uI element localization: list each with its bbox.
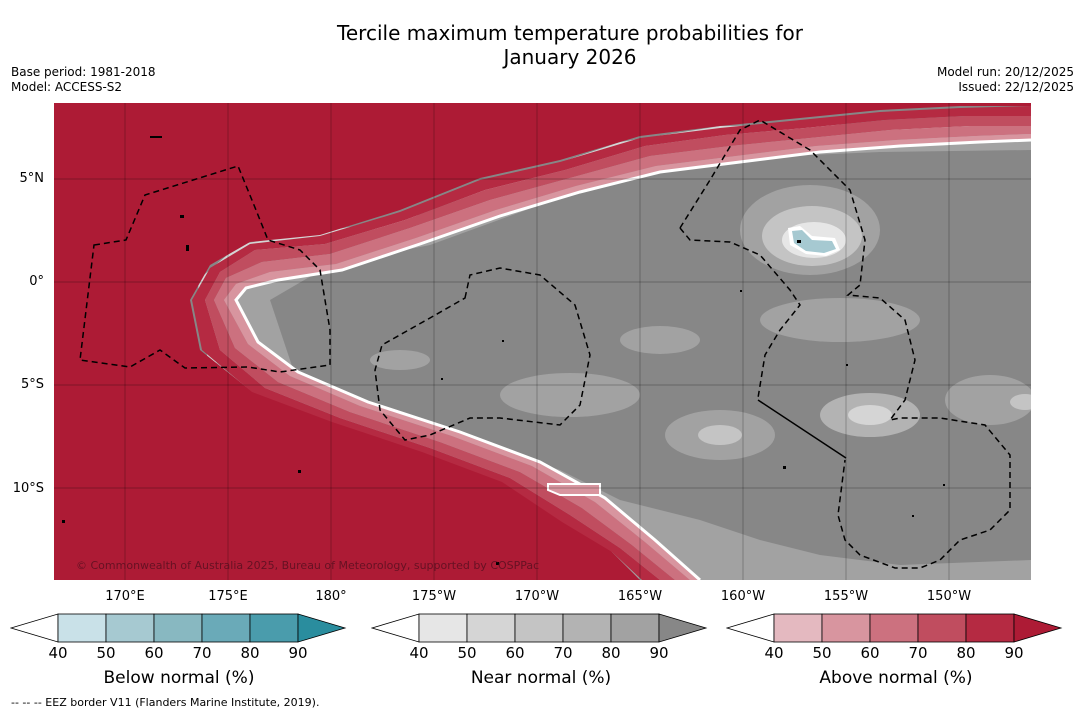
colorbar-below-tick: 50 xyxy=(96,644,116,662)
colorbar-near-segment xyxy=(610,613,660,643)
colorbar-above-tick: 40 xyxy=(764,644,784,662)
eez-border-line-inner xyxy=(679,227,801,399)
forty-percent-edge xyxy=(234,138,1031,580)
base-period: Base period: 1981-2018 xyxy=(11,65,156,79)
below-normal-patch xyxy=(792,230,836,253)
colorbar-above-high-triangle xyxy=(1013,613,1063,643)
colorbar-above-low-triangle xyxy=(726,613,775,643)
title-line-1: Tercile maximum temperature probabilitie… xyxy=(337,21,803,45)
lon-label-165w: 165°W xyxy=(617,589,663,604)
colorbar-above-title: Above normal (%) xyxy=(819,668,973,688)
colorbar-near-segment xyxy=(466,613,516,643)
map-title: Tercile maximum temperature probabilitie… xyxy=(0,21,1085,69)
lon-label-175e: 175°E xyxy=(208,589,248,604)
colorbar-below xyxy=(10,613,347,643)
colorbar-below-high-triangle xyxy=(297,613,347,643)
gray-blob-5b xyxy=(698,425,742,445)
colorbar-below-segment xyxy=(105,613,155,643)
gray-blob-7 xyxy=(945,375,1031,425)
colorbar-below-tick: 60 xyxy=(144,644,164,662)
meta-left: Base period: 1981-2018 Model: ACCESS-S2 xyxy=(11,65,156,95)
gray-blob-6b xyxy=(848,405,892,425)
above-normal-north xyxy=(54,103,1031,580)
colorbar-below-segment xyxy=(249,613,299,643)
colorbar-below-segment xyxy=(201,613,251,643)
eez-border-solid xyxy=(757,399,847,459)
gray-blob-2 xyxy=(500,373,640,417)
lon-label-160w: 160°W xyxy=(720,589,766,604)
colorbar-above-segment xyxy=(869,613,919,643)
colorbar-near-tick: 90 xyxy=(649,644,669,662)
colorbar-above-segment xyxy=(773,613,823,643)
colorbar-above-tick: 80 xyxy=(956,644,976,662)
colorbar-below-segment xyxy=(57,613,107,643)
gray-blob-7b xyxy=(1010,394,1031,410)
colorbar-below-tick: 70 xyxy=(192,644,212,662)
meta-right: Model run: 20/12/2025 Issued: 22/12/2025 xyxy=(937,65,1074,95)
colorbar-near-segment xyxy=(562,613,612,643)
colorbar-near-tick: 80 xyxy=(601,644,621,662)
colorbar-above-tick: 50 xyxy=(812,644,832,662)
eez-border-phoenix xyxy=(374,267,591,441)
map-area xyxy=(54,103,1031,580)
gray-blob-1 xyxy=(620,326,700,354)
colorbar-below-tick: 40 xyxy=(48,644,68,662)
lon-label-150w: 150°W xyxy=(926,589,972,604)
colorbar-above-tick: 60 xyxy=(860,644,880,662)
colorbar-above-segment xyxy=(965,613,1015,643)
colorbar-above-segment xyxy=(917,613,967,643)
colorbar-below-title: Below normal (%) xyxy=(103,668,255,688)
colorbar-near-high-triangle xyxy=(658,613,708,643)
lat-label-5s: 5°S xyxy=(20,377,44,392)
lon-label-180: 180° xyxy=(315,589,347,604)
eez-borders xyxy=(79,119,1011,569)
copyright-text: © Commonwealth of Australia 2025, Bureau… xyxy=(76,559,540,572)
colorbar-near-title: Near normal (%) xyxy=(470,668,612,688)
lon-label-155w: 155°W xyxy=(823,589,869,604)
gray-blob-3 xyxy=(370,350,430,370)
colorbar-below-tick: 80 xyxy=(240,644,260,662)
colorbar-near-segment xyxy=(514,613,564,643)
eez-border-line xyxy=(679,119,1011,569)
colorbar-near xyxy=(371,613,708,643)
grid xyxy=(54,103,1031,580)
lat-label-0: 0° xyxy=(29,274,44,289)
title-line-2: January 2026 xyxy=(503,45,637,69)
colorbar-below-segment xyxy=(153,613,203,643)
lon-label-175w: 175°W xyxy=(411,589,457,604)
colorbar-above-segment xyxy=(821,613,871,643)
issued-date: Issued: 22/12/2025 xyxy=(958,80,1074,94)
colorbar-near-segment xyxy=(418,613,468,643)
above-normal-patch xyxy=(547,483,601,496)
model-run: Model run: 20/12/2025 xyxy=(936,65,1074,79)
lon-label-170e: 170°E xyxy=(105,589,145,604)
colorbar-below-low-triangle xyxy=(10,613,59,643)
eez-border-kiribati-gilbert xyxy=(79,165,331,373)
eez-footnote: -- -- -- EEZ border V11 (Flanders Marine… xyxy=(11,696,320,709)
colorbar-above xyxy=(726,613,1063,643)
gray-blob-4 xyxy=(760,298,920,342)
colorbar-below-tick: 90 xyxy=(288,644,308,662)
colorbar-near-tick: 40 xyxy=(409,644,429,662)
colorbar-near-tick: 50 xyxy=(457,644,477,662)
islands xyxy=(62,136,945,565)
lon-label-170w: 170°W xyxy=(514,589,560,604)
colorbar-above-tick: 70 xyxy=(908,644,928,662)
colorbar-near-low-triangle xyxy=(371,613,420,643)
model-name: Model: ACCESS-S2 xyxy=(11,80,123,94)
colorbar-near-tick: 70 xyxy=(553,644,573,662)
lat-label-10s: 10°S xyxy=(12,481,44,496)
colorbar-near-tick: 60 xyxy=(505,644,525,662)
lat-label-5n: 5°N xyxy=(19,171,45,186)
colorbar-above-tick: 90 xyxy=(1004,644,1024,662)
